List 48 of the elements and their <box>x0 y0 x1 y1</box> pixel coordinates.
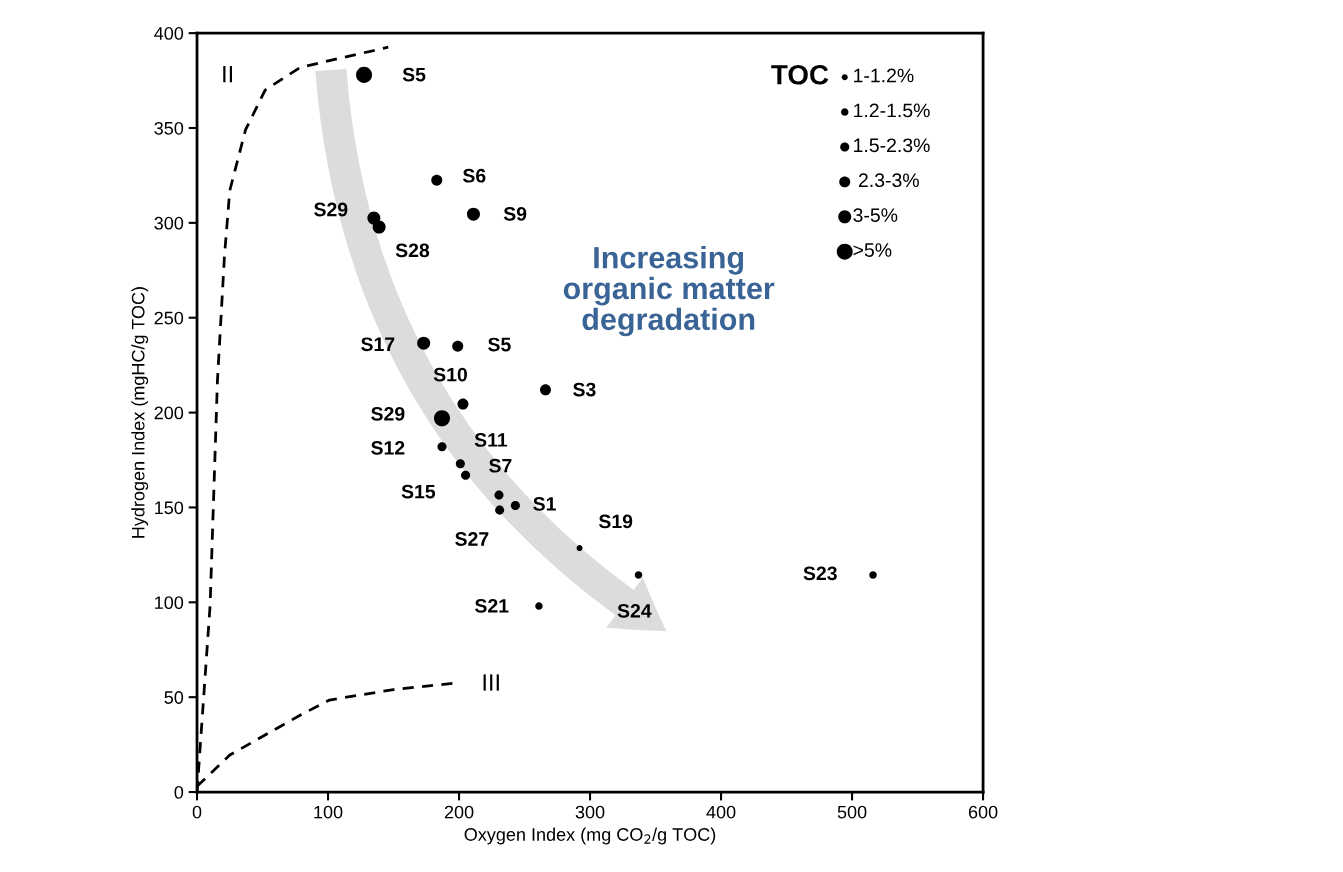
data-label: S10 <box>433 367 467 382</box>
data-label: S5 <box>402 67 426 82</box>
x-tick-label: 300 <box>575 805 605 819</box>
y-tick-label: 350 <box>154 121 184 135</box>
y-tick-label: 50 <box>164 691 184 704</box>
data-label: S7 <box>489 458 512 473</box>
data-label: S27 <box>455 532 489 546</box>
x-tick-label: 500 <box>837 805 867 819</box>
data-label: S29 <box>371 406 405 421</box>
data-label: S28 <box>395 243 430 258</box>
data-label: S6 <box>462 168 486 183</box>
series-label: III <box>483 674 499 691</box>
data-label: S21 <box>474 598 509 613</box>
data-label: S9 <box>503 206 527 221</box>
legend-label: 1.2-1.5% <box>854 103 930 118</box>
y-tick-label: 150 <box>155 501 184 515</box>
legend-title: TOC <box>771 64 829 85</box>
y-tick-label: 400 <box>154 27 184 40</box>
y-tick-label: 250 <box>154 311 184 325</box>
x-tick-label: 200 <box>444 805 474 819</box>
y-tick-label: 100 <box>155 596 184 610</box>
y-axis-title: Hydrogen Index (mgHC/g TOC) <box>131 287 149 538</box>
data-label: S24 <box>617 603 652 618</box>
data-label: S17 <box>361 337 395 352</box>
y-tick-label: 0 <box>174 785 184 799</box>
legend-label: 1-1.2% <box>854 68 914 83</box>
legend-label: 2.3-3% <box>858 173 919 188</box>
data-label: S15 <box>401 484 436 499</box>
data-label: S29 <box>314 202 348 217</box>
x-axis-title: Oxygen Index (mg CO$_{2}$/g TOC) <box>464 827 716 845</box>
data-label: S23 <box>803 566 837 581</box>
data-label: S19 <box>598 514 633 529</box>
y-tick-label: 300 <box>154 216 184 230</box>
data-label: S5 <box>488 337 511 352</box>
x-tick-label: 600 <box>968 805 998 819</box>
legend-label: 1.5-2.3% <box>854 138 930 153</box>
annotation: Increasing organic matter degradation <box>563 246 775 337</box>
data-label: S1 <box>533 497 556 511</box>
legend-label: 3-5% <box>853 208 898 223</box>
series-label: II <box>223 66 233 83</box>
data-label: S3 <box>573 382 596 397</box>
data-label: S11 <box>474 433 508 447</box>
x-tick-label: 0 <box>192 805 202 819</box>
x-tick-label: 100 <box>314 805 343 819</box>
y-tick-label: 200 <box>154 406 184 420</box>
legend-label: >5% <box>853 243 892 257</box>
x-tick-label: 400 <box>706 805 736 819</box>
data-label: S12 <box>371 440 405 455</box>
